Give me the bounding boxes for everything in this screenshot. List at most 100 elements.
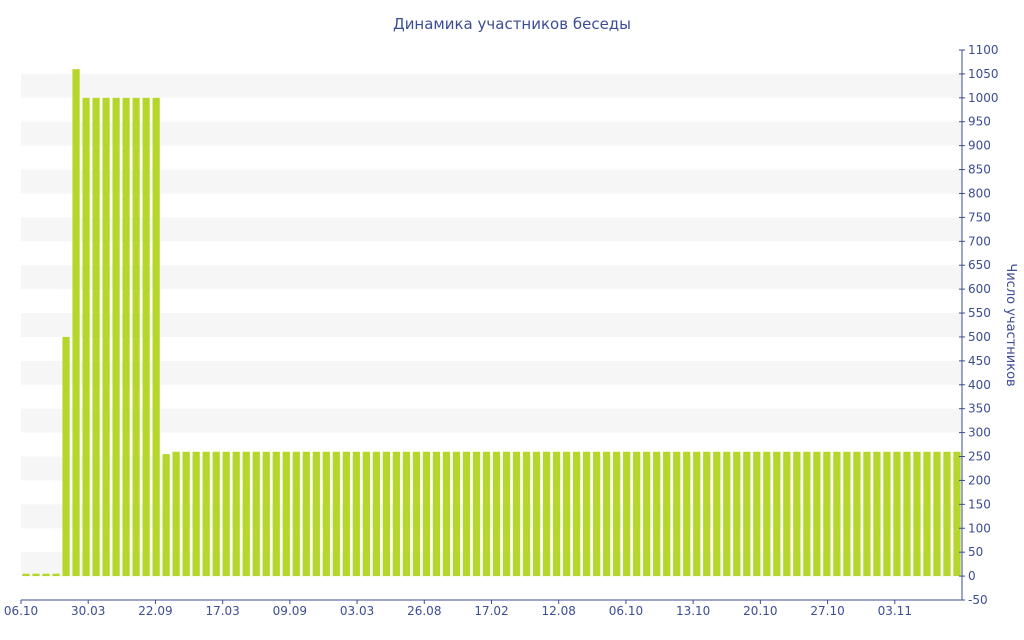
bar — [412, 451, 421, 577]
bar — [362, 451, 370, 577]
bar — [823, 451, 831, 577]
bar — [122, 97, 130, 577]
grid-band — [21, 121, 962, 146]
y-tick-label: 50 — [968, 545, 983, 559]
bar — [282, 451, 290, 577]
bar — [462, 451, 471, 577]
y-tick-label: 450 — [968, 354, 991, 368]
x-tick-label: 27.10 — [810, 604, 844, 618]
bar — [853, 451, 861, 577]
bar — [933, 451, 941, 577]
bar — [472, 451, 481, 577]
y-tick-label: 250 — [968, 450, 991, 464]
bars — [22, 69, 961, 577]
bar — [182, 451, 190, 577]
y-tick-label: 150 — [968, 497, 991, 511]
bar — [442, 451, 451, 577]
bar — [62, 336, 70, 577]
y-tick-label: 700 — [968, 234, 991, 248]
bar — [803, 451, 811, 577]
bar — [813, 451, 821, 577]
bar — [112, 97, 120, 577]
y-tick-label: 600 — [968, 282, 991, 296]
bar — [432, 451, 441, 577]
bar — [342, 451, 350, 577]
bar — [42, 573, 50, 577]
bar — [82, 97, 90, 577]
bar — [522, 451, 531, 577]
bar — [262, 451, 270, 577]
y-axis-title: Число участников — [1003, 263, 1018, 386]
bar — [162, 454, 170, 577]
bar — [492, 451, 501, 577]
bar — [192, 451, 200, 577]
bar — [272, 451, 280, 577]
bar — [212, 451, 220, 577]
y-tick-label: 400 — [968, 378, 991, 392]
bar — [332, 451, 340, 577]
bar — [743, 451, 751, 577]
y-tick-label: 1000 — [968, 91, 999, 105]
bar — [833, 451, 841, 577]
x-tick-label: 26.08 — [407, 604, 441, 618]
bar — [763, 451, 771, 577]
bar — [52, 573, 60, 577]
y-tick-label: 1100 — [968, 43, 999, 57]
bar — [653, 451, 661, 577]
bar — [562, 451, 571, 577]
bar — [132, 97, 140, 577]
bar — [552, 451, 561, 577]
bar — [723, 451, 731, 577]
bar — [142, 97, 150, 577]
x-tick-label: 30.03 — [71, 604, 105, 618]
bar — [572, 451, 581, 577]
y-tick-label: 650 — [968, 258, 991, 272]
bar — [302, 451, 310, 577]
grid-band — [21, 408, 962, 433]
bar — [152, 97, 160, 577]
x-tick-label: 20.10 — [743, 604, 777, 618]
y-tick-label: 950 — [968, 115, 991, 129]
bar — [292, 451, 300, 577]
grid-bands — [21, 73, 962, 577]
bar — [633, 451, 641, 577]
bar — [512, 451, 521, 577]
bar — [883, 451, 891, 577]
x-tick-label: 06.10 — [609, 604, 643, 618]
y-tick-label: 850 — [968, 163, 991, 177]
x-tick-label: 09.09 — [273, 604, 307, 618]
x-tick-label: 13.10 — [676, 604, 710, 618]
bar — [312, 451, 320, 577]
bar — [32, 573, 40, 577]
y-tick-label: 100 — [968, 521, 991, 535]
bar — [583, 451, 591, 577]
bar — [773, 451, 781, 577]
y-tick-label: 500 — [968, 330, 991, 344]
y-tick-label: 750 — [968, 210, 991, 224]
bar — [202, 451, 210, 577]
y-tick-label: 0 — [968, 569, 976, 583]
bar — [402, 451, 411, 577]
grid-band — [21, 456, 962, 481]
bar — [863, 451, 871, 577]
bar — [382, 451, 390, 577]
grid-band — [21, 504, 962, 529]
y-tick-label: -50 — [968, 593, 988, 607]
y-tick-label: 300 — [968, 426, 991, 440]
bar — [102, 97, 110, 577]
bar — [733, 451, 741, 577]
x-tick-label: 12.08 — [542, 604, 576, 618]
y-tick-label: 900 — [968, 139, 991, 153]
bar — [242, 451, 250, 577]
y-tick-label: 1050 — [968, 67, 999, 81]
bar — [72, 69, 80, 577]
bar — [663, 451, 671, 577]
chart-title: Динамика участников беседы — [393, 15, 631, 33]
y-tick-label: 200 — [968, 473, 991, 487]
bar — [352, 451, 360, 577]
bar — [542, 451, 551, 577]
bar — [172, 451, 180, 577]
grid-band — [21, 360, 962, 385]
x-tick-label: 22.09 — [138, 604, 172, 618]
bar — [532, 451, 541, 577]
